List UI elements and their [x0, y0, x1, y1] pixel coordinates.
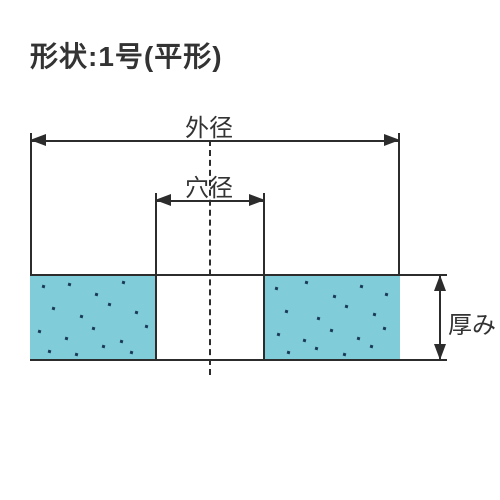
- thickness-dim-arrow-down: [434, 344, 446, 360]
- ext-thick-top: [400, 274, 447, 276]
- outer-diameter-label: 外径: [185, 108, 233, 143]
- center-line: [209, 140, 213, 375]
- bore-edge-left: [155, 275, 157, 360]
- material-block-right: [265, 275, 400, 360]
- thickness-dim-arrow-up: [434, 275, 446, 291]
- bore-dim-arrow-left: [155, 194, 171, 206]
- ext-bore-right: [263, 193, 265, 275]
- bore-edge-right: [263, 275, 265, 360]
- outline-top: [30, 274, 400, 276]
- diagram-title: 形状:1号(平形): [30, 35, 223, 75]
- ext-outer-left: [30, 133, 32, 275]
- outline-bottom: [30, 359, 400, 361]
- ext-thick-bot: [400, 359, 447, 361]
- ext-bore-left: [155, 193, 157, 275]
- ext-outer-right: [398, 133, 400, 275]
- material-block-left: [30, 275, 155, 360]
- thickness-label: 厚み: [448, 305, 496, 340]
- outer-dim-arrow-left: [30, 134, 46, 146]
